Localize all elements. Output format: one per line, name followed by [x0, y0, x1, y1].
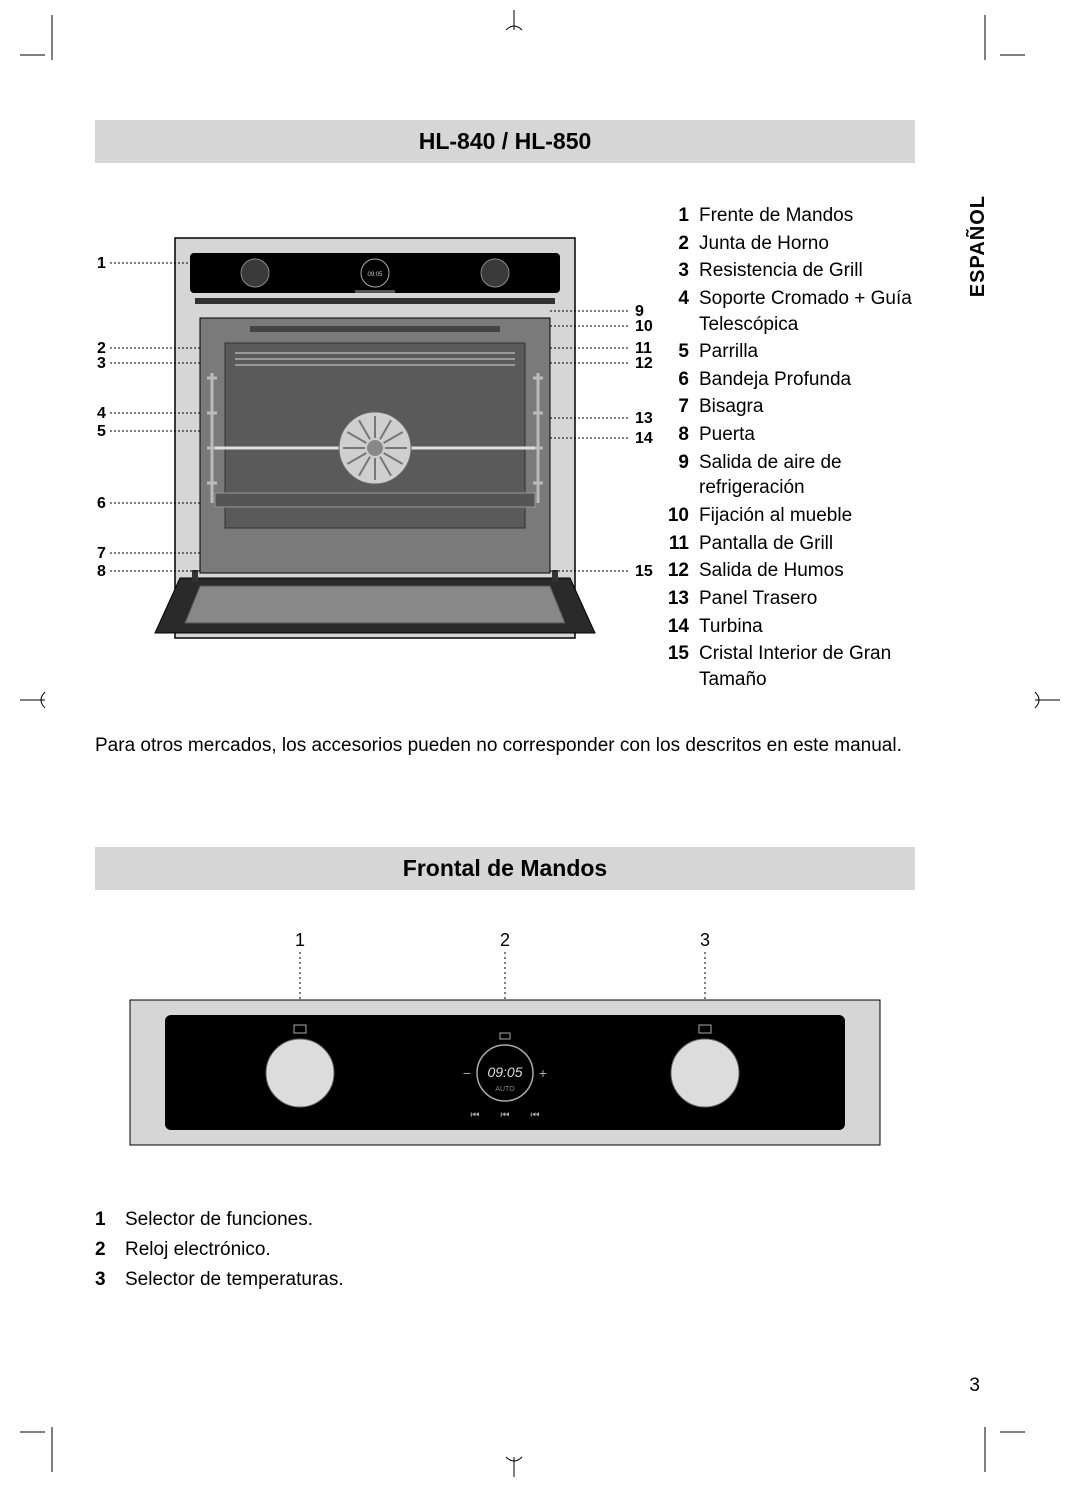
svg-text:3: 3: [700, 930, 710, 950]
legend-item: 12Salida de Humos: [661, 558, 915, 584]
legend-item: 8Puerta: [661, 422, 915, 448]
legend-item: 15Cristal Interior de Gran Tamaño: [661, 641, 915, 692]
legend-item: 14Turbina: [661, 614, 915, 640]
language-tab: ESPAÑOL: [967, 195, 990, 297]
svg-text:5: 5: [97, 423, 106, 440]
svg-text:14: 14: [635, 430, 653, 447]
svg-text:AUTO: AUTO: [495, 1086, 515, 1093]
svg-text:4: 4: [97, 405, 106, 422]
panel-legend-item: 3Selector de temperaturas.: [95, 1265, 915, 1295]
svg-text:8: 8: [97, 563, 106, 580]
svg-text:3: 3: [97, 355, 106, 372]
panel-legend: 1Selector de funciones.2Reloj electrónic…: [95, 1205, 915, 1296]
legend-item: 13Panel Trasero: [661, 586, 915, 612]
legend-item: 11Pantalla de Grill: [661, 531, 915, 557]
svg-text:09:05: 09:05: [487, 1064, 522, 1080]
control-panel-diagram: 1 2 3 09:05 AUTO − + ⏮ ⏮ ⏮: [120, 930, 890, 1165]
accessories-note: Para otros mercados, los accesorios pued…: [95, 735, 915, 757]
svg-text:+: +: [539, 1065, 547, 1081]
svg-text:2: 2: [500, 930, 510, 950]
legend-item: 6Bandeja Profunda: [661, 367, 915, 393]
svg-text:13: 13: [635, 410, 653, 427]
legend-item: 1Frente de Mandos: [661, 203, 915, 229]
panel-legend-item: 2Reloj electrónico.: [95, 1235, 915, 1265]
svg-text:−: −: [463, 1065, 471, 1081]
legend-item: 10Fijación al mueble: [661, 503, 915, 529]
section-title-model: HL-840 / HL-850: [95, 120, 915, 163]
oven-diagram: 09:05123456789101112131415: [95, 203, 655, 695]
legend-item: 5Parrilla: [661, 339, 915, 365]
panel-legend-item: 1Selector de funciones.: [95, 1205, 915, 1235]
parts-legend: 1Frente de Mandos2Junta de Horno3Resiste…: [655, 203, 915, 695]
svg-text:⏮: ⏮: [471, 1110, 480, 1121]
svg-text:1: 1: [295, 930, 305, 950]
svg-text:7: 7: [97, 545, 106, 562]
svg-text:09:05: 09:05: [367, 272, 383, 278]
svg-text:⏮: ⏮: [501, 1110, 510, 1121]
svg-text:10: 10: [635, 318, 653, 335]
svg-text:⏮: ⏮: [531, 1110, 540, 1121]
svg-text:15: 15: [635, 563, 653, 580]
legend-item: 7Bisagra: [661, 394, 915, 420]
legend-item: 3Resistencia de Grill: [661, 258, 915, 284]
legend-item: 9Salida de aire de refrigeración: [661, 450, 915, 501]
legend-item: 2Junta de Horno: [661, 231, 915, 257]
section-title-panel: Frontal de Mandos: [95, 847, 915, 890]
svg-text:1: 1: [97, 255, 106, 272]
svg-text:12: 12: [635, 355, 653, 372]
page-number: 3: [969, 1375, 980, 1397]
legend-item: 4Soporte Cromado + Guía Telescópica: [661, 286, 915, 337]
svg-text:6: 6: [97, 495, 106, 512]
